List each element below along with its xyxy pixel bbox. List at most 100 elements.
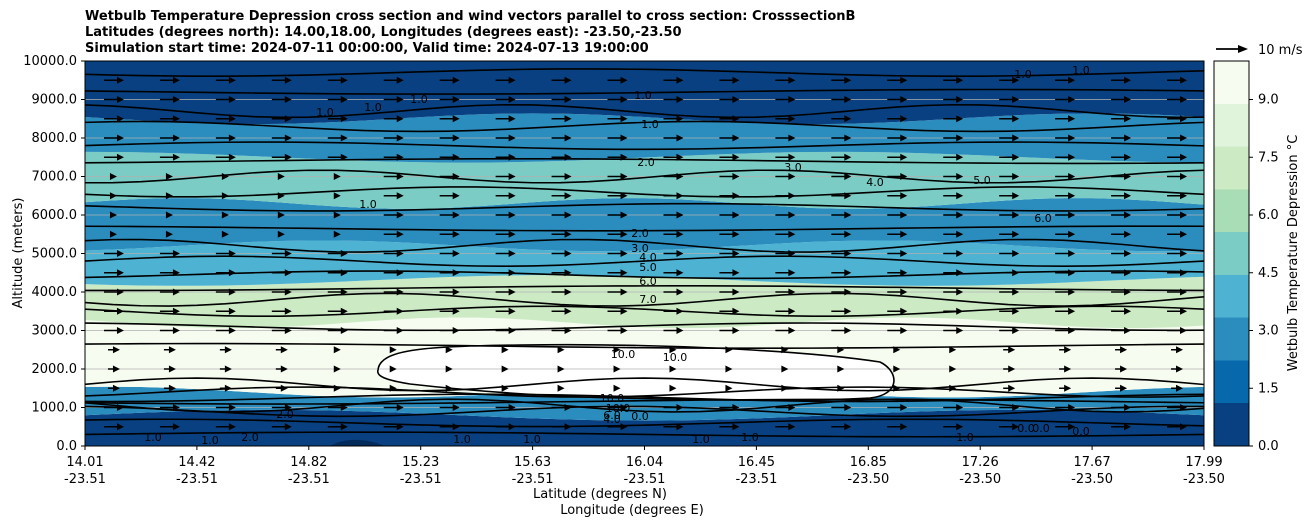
wind-arrow bbox=[1111, 307, 1132, 315]
wind-arrow-head bbox=[168, 384, 176, 392]
wind-arrow bbox=[887, 96, 908, 103]
wind-arrow bbox=[943, 404, 964, 411]
wind-arrow bbox=[887, 134, 908, 142]
wind-arrow-head bbox=[732, 404, 740, 411]
wind-arrow-head bbox=[788, 250, 796, 257]
contour-line bbox=[376, 343, 895, 402]
wind-arrow bbox=[327, 96, 348, 103]
wind-arrow-head bbox=[676, 173, 684, 180]
wind-arrow-head bbox=[1180, 230, 1188, 238]
wind-arrow-head bbox=[956, 173, 964, 180]
wind-arrow bbox=[831, 250, 852, 257]
wind-arrow bbox=[1055, 423, 1076, 431]
wind-arrow-head bbox=[1124, 327, 1132, 334]
wind-arrow-head bbox=[564, 173, 572, 180]
wind-arrow-head bbox=[508, 250, 516, 257]
wind-arrow bbox=[663, 211, 684, 219]
wind-arrow-head bbox=[1124, 288, 1132, 296]
wind-arrow bbox=[333, 346, 341, 354]
wind-arrow bbox=[495, 76, 516, 84]
wind-arrow bbox=[495, 134, 516, 142]
wind-arrow-head bbox=[1068, 250, 1076, 257]
y-tick-label: 0.0 bbox=[56, 439, 77, 454]
colorbar-label: Wetbulb Temperature Depression °C bbox=[1286, 135, 1301, 372]
wind-arrow bbox=[607, 192, 628, 200]
wind-arrow-head bbox=[781, 384, 789, 392]
wind-arrow-head bbox=[340, 269, 348, 277]
wind-arrow-head bbox=[508, 134, 516, 142]
wind-arrow bbox=[327, 250, 348, 257]
wind-arrow-head bbox=[508, 96, 516, 103]
wind-arrow bbox=[221, 192, 229, 200]
wind-arrow-head bbox=[1124, 211, 1132, 219]
wind-arrow bbox=[383, 153, 404, 161]
wind-arrow-head bbox=[564, 115, 572, 123]
wind-arrow bbox=[271, 76, 292, 84]
wind-arrow-head bbox=[620, 327, 628, 334]
y-tick-label: 8000.0 bbox=[32, 131, 78, 146]
wind-arrow bbox=[607, 134, 628, 142]
x-tick-label-lat: 15.63 bbox=[514, 455, 551, 470]
wind-arrow-head bbox=[333, 365, 341, 373]
wind-arrow bbox=[165, 173, 173, 180]
x-tick-label-lon: -23.50 bbox=[959, 472, 1001, 487]
wind-arrow bbox=[1111, 211, 1132, 219]
wind-arrow-head bbox=[116, 115, 124, 123]
wind-arrow bbox=[775, 250, 796, 257]
wind-arrow-head bbox=[620, 192, 628, 200]
wind-arrow bbox=[103, 134, 124, 142]
contour-label: 1.0 bbox=[641, 118, 659, 131]
wind-arrow-head bbox=[389, 384, 397, 392]
wind-arrow bbox=[271, 96, 292, 103]
wind-arrow-head bbox=[1180, 115, 1188, 123]
wind-arrow-head bbox=[1012, 423, 1020, 431]
wind-arrow-head bbox=[900, 192, 908, 200]
wind-arrow bbox=[607, 288, 628, 296]
contour-line bbox=[85, 103, 1204, 119]
wind-arrow-head bbox=[172, 288, 180, 296]
wind-arrow bbox=[663, 269, 684, 277]
wind-arrow-head bbox=[956, 327, 964, 334]
wind-arrow-head bbox=[172, 404, 180, 411]
wind-arrow bbox=[383, 327, 404, 334]
wind-arrow-head bbox=[396, 269, 404, 277]
wind-arrow bbox=[999, 211, 1020, 219]
wind-arrow-head bbox=[956, 115, 964, 123]
contour-line bbox=[85, 377, 1204, 392]
wind-arrow bbox=[383, 269, 404, 277]
wind-arrow-head bbox=[508, 423, 516, 431]
wind-arrow bbox=[887, 327, 908, 334]
wind-arrow-head bbox=[956, 423, 964, 431]
wind-arrow bbox=[215, 115, 236, 123]
wind-arrow-head bbox=[508, 115, 516, 123]
wind-arrow-head bbox=[676, 96, 684, 103]
wind-arrow-head bbox=[1068, 96, 1076, 103]
wind-arrow-head bbox=[228, 423, 236, 431]
contour-label: 1.0 bbox=[453, 433, 471, 446]
wind-arrow-head bbox=[501, 346, 509, 354]
wind-arrow-head bbox=[956, 250, 964, 257]
wind-arrow bbox=[887, 288, 908, 296]
wind-arrow-head bbox=[837, 384, 845, 392]
wind-arrow bbox=[719, 76, 740, 84]
plot-area: 1.01.01.0 1.01.01.0 1.01.02.0 3.04.0 5.06.02… bbox=[85, 61, 1204, 446]
colorbar-gradient bbox=[1213, 60, 1250, 447]
wind-arrow bbox=[663, 96, 684, 103]
wind-arrow-head bbox=[221, 211, 229, 219]
wind-arrow bbox=[719, 250, 740, 257]
wind-arrow-head bbox=[676, 230, 684, 238]
wind-arrow-head bbox=[116, 96, 124, 103]
wind-arrow bbox=[221, 230, 229, 238]
contour-label: 1.0 bbox=[956, 431, 974, 444]
wind-arrow-head bbox=[1068, 327, 1076, 334]
wind-arrow bbox=[215, 404, 236, 411]
wind-arrow-head bbox=[1008, 346, 1016, 354]
wind-arrow bbox=[551, 153, 572, 161]
wind-arrow bbox=[613, 365, 621, 373]
wind-arrow-head bbox=[1180, 250, 1188, 257]
wind-arrow-head bbox=[396, 327, 404, 334]
wind-arrow-head bbox=[228, 250, 236, 257]
wind-arrow bbox=[165, 230, 173, 238]
wind-arrow-head bbox=[732, 76, 740, 84]
contour-line bbox=[85, 120, 1204, 133]
